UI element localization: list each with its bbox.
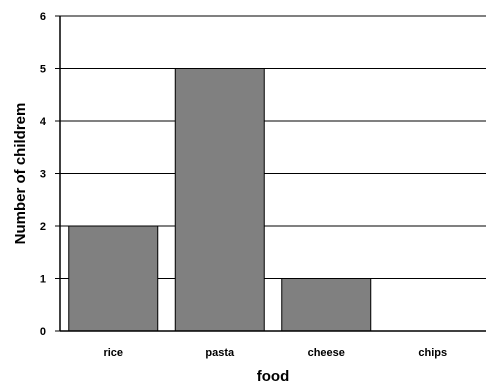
- y-tick-label: 6: [40, 11, 46, 23]
- y-tick-label: 5: [40, 64, 46, 76]
- y-tick-label: 0: [40, 326, 46, 338]
- y-tick-label: 4: [40, 116, 47, 128]
- y-tick-labels: 0 1 2 3 4 5 6: [40, 11, 60, 338]
- x-tick-label-rice: rice: [103, 347, 123, 359]
- x-axis-title: food: [257, 368, 289, 383]
- bars: [68, 68, 372, 332]
- y-tick-label: 1: [40, 274, 46, 286]
- bar-cheese: [281, 278, 372, 332]
- bar-pasta: [174, 68, 265, 332]
- x-tick-label-chips: chips: [418, 347, 447, 359]
- y-tick-label: 3: [40, 169, 46, 181]
- x-tick-label-pasta: pasta: [205, 347, 235, 359]
- bar-rice: [68, 225, 159, 332]
- y-axis-title: Number of childrem: [12, 103, 29, 245]
- x-tick-labels: rice pasta cheese chips: [103, 347, 447, 359]
- x-tick-label-cheese: cheese: [308, 347, 345, 359]
- y-tick-label: 2: [40, 221, 46, 233]
